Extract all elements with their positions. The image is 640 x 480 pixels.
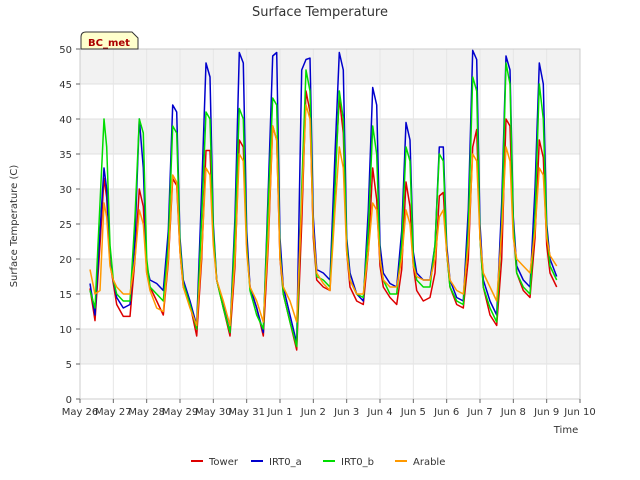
annotation-box: BC_met <box>80 31 139 50</box>
grid-band <box>80 189 580 224</box>
y-axis-label: Surface Temperature (C) <box>9 165 20 288</box>
x-tick-label: May 30 <box>195 407 232 418</box>
legend-label-arable: Arable <box>413 457 445 468</box>
x-tick-label: May 27 <box>95 407 132 418</box>
series-line-arable <box>89 104 558 327</box>
series-lines <box>89 49 558 351</box>
y-tick-label: 35 <box>59 150 72 161</box>
legend-label-irt0-b: IRT0_b <box>341 457 374 468</box>
x-tick-label: May 29 <box>162 407 199 418</box>
y-axis: 0 5 10 15 20 25 30 35 40 45 50 <box>59 45 80 406</box>
x-tick-label: Jun 4 <box>366 407 392 418</box>
x-tick-label: Jun 8 <box>500 407 526 418</box>
x-axis-label: Time <box>553 425 578 436</box>
y-tick-label: 30 <box>59 185 72 196</box>
x-tick-label: May 31 <box>228 407 265 418</box>
x-tick-label: Jun 7 <box>466 407 492 418</box>
y-tick-label: 20 <box>59 255 72 266</box>
chart-title: Surface Temperature <box>252 5 388 20</box>
annotation-label: BC_met <box>88 38 130 49</box>
y-tick-label: 40 <box>59 115 72 126</box>
grid-band <box>80 119 580 154</box>
x-tick-label: Jun 2 <box>300 407 326 418</box>
x-tick-label: May 28 <box>128 407 165 418</box>
legend: Tower IRT0_a IRT0_b Arable <box>191 457 445 468</box>
y-tick-label: 15 <box>59 290 72 301</box>
x-tick-label: Jun 5 <box>400 407 426 418</box>
legend-label-irt0-a: IRT0_a <box>269 457 302 468</box>
x-tick-label: Jun 9 <box>533 407 559 418</box>
grid-band <box>80 329 580 364</box>
y-tick-label: 25 <box>59 220 72 231</box>
x-tick-label: Jun 6 <box>433 407 459 418</box>
x-tick-label: Jun 1 <box>266 407 292 418</box>
y-tick-label: 5 <box>66 360 72 371</box>
legend-label-tower: Tower <box>208 457 239 468</box>
x-tick-label: Jun 10 <box>563 407 596 418</box>
y-tick-label: 0 <box>66 395 72 406</box>
grid-band <box>80 49 580 84</box>
y-tick-label: 45 <box>59 80 72 91</box>
y-tick-label: 10 <box>59 325 72 336</box>
x-tick-label: May 26 <box>62 407 99 418</box>
x-tick-label: Jun 3 <box>333 407 359 418</box>
y-tick-label: 50 <box>59 45 72 56</box>
